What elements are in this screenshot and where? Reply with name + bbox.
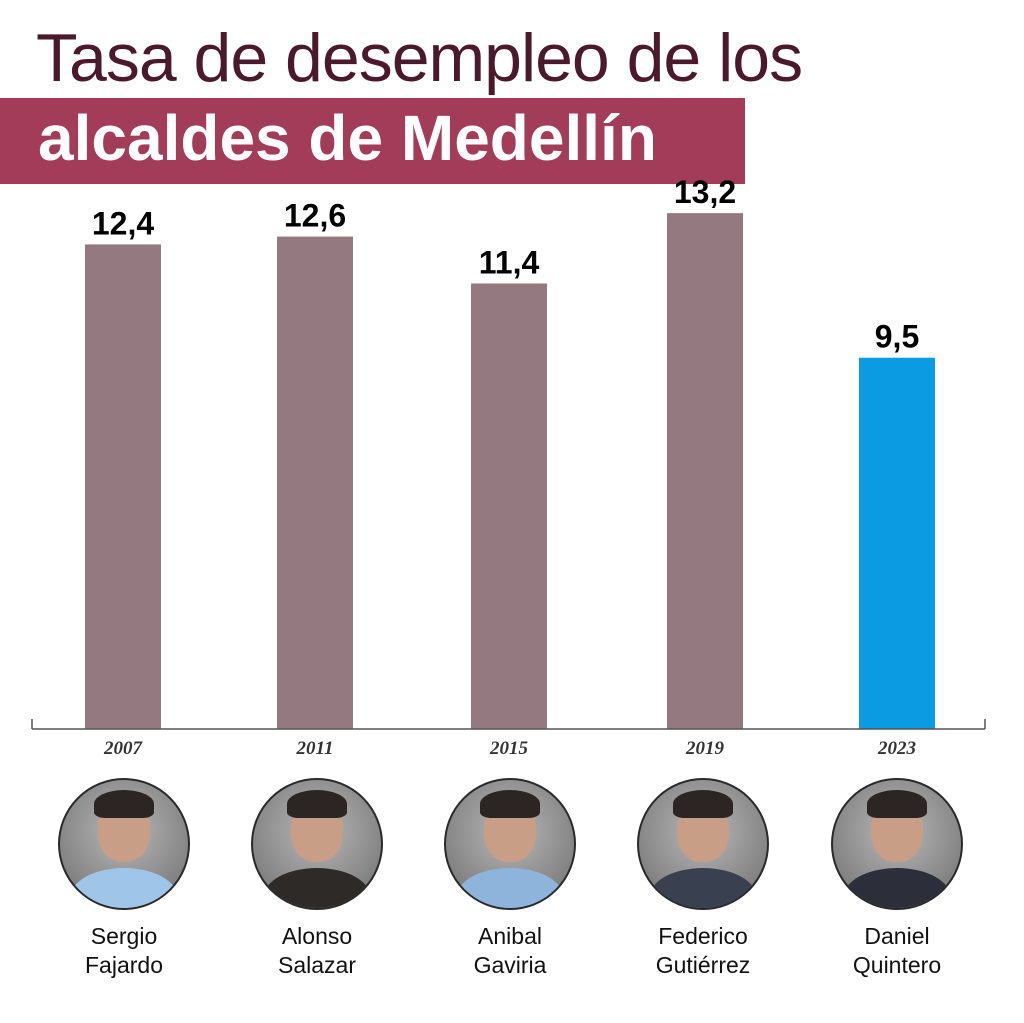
mayor-name: Alonso Salazar <box>237 922 397 980</box>
mayor-name: Sergio Fajardo <box>44 922 204 980</box>
mayor-name: Anibal Gaviria <box>430 922 590 980</box>
mayor-first-name: Alonso <box>281 923 353 949</box>
title-band <box>0 98 745 184</box>
mayor-portrait <box>444 778 576 910</box>
data-label-2019: 13,2 <box>674 174 736 210</box>
mayor-first-name: Sergio <box>90 923 158 949</box>
mayor-last-name: Salazar <box>278 952 356 978</box>
bar-chart: 12,4 2007 12,6 2011 11,4 2015 13,2 2019 9,5 2023 <box>31 174 986 759</box>
mayor-first-name: Anibal <box>478 923 542 949</box>
chart-title-line1: Tasa de desempleo de los <box>36 20 803 96</box>
mayor-last-name: Fajardo <box>85 952 163 978</box>
x-tick-2011: 2011 <box>296 738 334 759</box>
data-label-2011: 12,6 <box>284 198 346 234</box>
mayor-first-name: Daniel <box>864 923 930 949</box>
chart-title-line2: alcaldes de Medellín <box>38 102 657 174</box>
data-label-2007: 12,4 <box>92 205 154 241</box>
mayor-card: Sergio Fajardo <box>44 778 204 980</box>
mayor-card: Anibal Gaviria <box>430 778 590 980</box>
bar-2011 <box>277 236 353 729</box>
mayor-last-name: Gutiérrez <box>655 952 751 978</box>
mayor-name: Federico Gutiérrez <box>623 922 783 980</box>
bar-2015 <box>471 283 547 729</box>
bar-2023 <box>859 357 935 729</box>
mayor-first-name: Federico <box>658 923 748 949</box>
mayor-name: Daniel Quintero <box>817 922 977 980</box>
mayor-card: Federico Gutiérrez <box>623 778 783 980</box>
bar-2007 <box>85 244 161 729</box>
data-label-2015: 11,4 <box>479 244 540 280</box>
mayor-portrait <box>637 778 769 910</box>
x-tick-2015: 2015 <box>489 738 529 759</box>
x-tick-2019: 2019 <box>685 738 725 759</box>
mayor-portrait <box>58 778 190 910</box>
x-tick-2023: 2023 <box>877 738 916 759</box>
mayor-portrait <box>831 778 963 910</box>
mayor-portrait <box>251 778 383 910</box>
mayor-card: Alonso Salazar <box>237 778 397 980</box>
bar-2019 <box>667 213 743 730</box>
mayor-last-name: Gaviria <box>473 952 547 978</box>
x-tick-2007: 2007 <box>103 738 144 759</box>
data-label-2023: 9,5 <box>875 319 919 355</box>
mayor-card: Daniel Quintero <box>817 778 977 980</box>
mayor-last-name: Quintero <box>852 952 942 978</box>
